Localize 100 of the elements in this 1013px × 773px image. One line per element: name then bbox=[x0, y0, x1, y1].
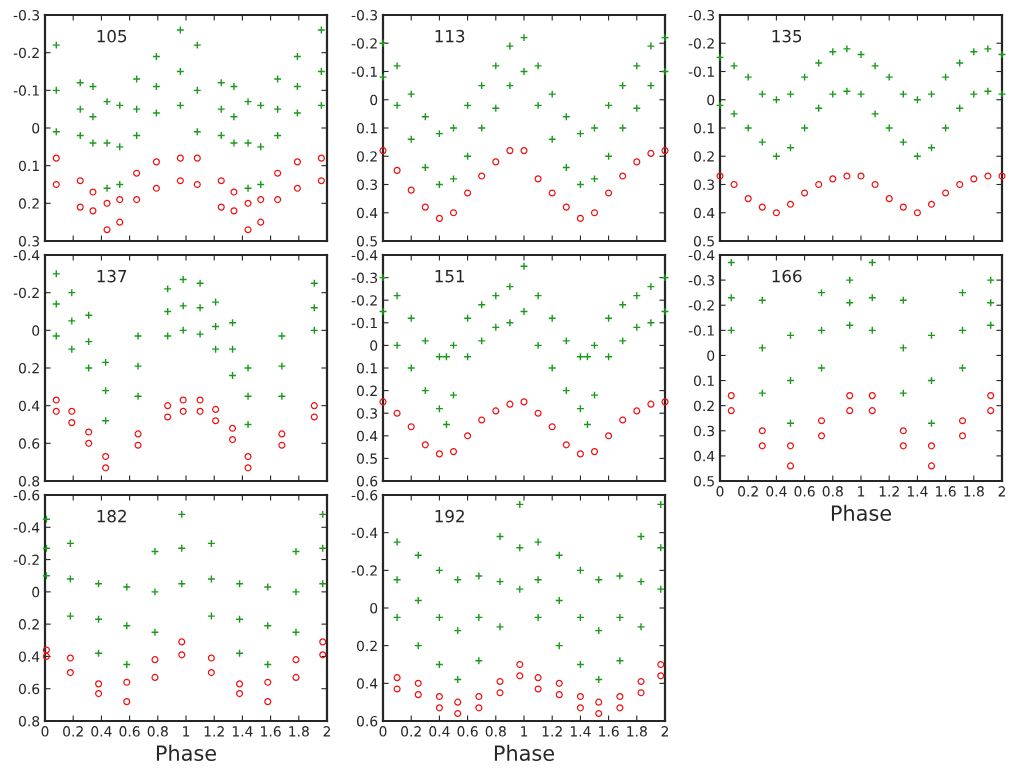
y-tick-label: -0.2 bbox=[13, 47, 39, 59]
y-tick-label: -0.4 bbox=[688, 249, 715, 261]
y-tick-label: 0 bbox=[707, 350, 715, 361]
y-tick-label: -0.4 bbox=[351, 527, 378, 539]
y-tick-label: 0.4 bbox=[18, 400, 40, 412]
y-tick-label: 0.2 bbox=[18, 198, 39, 209]
y-tick-label: -0.4 bbox=[13, 249, 40, 261]
x-tick-label: 2 bbox=[323, 726, 331, 737]
y-tick-label: 0.5 bbox=[693, 235, 714, 247]
y-tick-label: 0.5 bbox=[356, 453, 377, 464]
y-tick-label: 0 bbox=[32, 325, 40, 336]
y-tick-label: 0.1 bbox=[356, 122, 377, 134]
y-tick-label: -0.3 bbox=[13, 9, 40, 21]
y-tick-label: -0.1 bbox=[351, 317, 377, 329]
y-tick-label: 0.4 bbox=[356, 430, 378, 442]
x-tick-label: 1.2 bbox=[542, 726, 562, 737]
y-tick-label: 0 bbox=[370, 340, 378, 351]
y-tick-label: -0.4 bbox=[13, 522, 40, 533]
y-tick-label: 0.2 bbox=[18, 362, 39, 374]
y-tick-label: 0.3 bbox=[693, 179, 715, 190]
x-tick-label: 2 bbox=[998, 486, 1006, 497]
text: 151 bbox=[435, 270, 465, 283]
y-tick-label: 0 bbox=[370, 94, 378, 106]
x-tick-label: 0.2 bbox=[63, 726, 83, 737]
x-axis-title: Phase bbox=[156, 744, 216, 761]
text: 113 bbox=[435, 29, 465, 43]
y-tick-label: 0.1 bbox=[693, 122, 714, 134]
x-tick-label: 1.8 bbox=[964, 486, 984, 497]
x-tick-label: 0.8 bbox=[485, 726, 506, 737]
y-tick-label: 0.2 bbox=[356, 151, 377, 162]
x-tick-label: 0.8 bbox=[822, 486, 843, 497]
y-tick-label: -0.2 bbox=[688, 300, 714, 311]
y-tick-label: -0.1 bbox=[688, 66, 714, 77]
y-tick-label: 0 bbox=[32, 122, 40, 134]
y-tick-label: 0.8 bbox=[18, 475, 40, 487]
x-tick-label: 1.6 bbox=[261, 726, 281, 737]
x-axis-title: Phase bbox=[494, 744, 554, 761]
y-tick-label: -0.1 bbox=[351, 66, 377, 77]
y-tick-label: 0.4 bbox=[18, 651, 40, 662]
y-tick-label: 0.6 bbox=[18, 683, 40, 695]
y-tick-label: 0 bbox=[707, 94, 715, 106]
y-tick-label: 0.1 bbox=[356, 362, 377, 374]
text: 192 bbox=[435, 509, 464, 523]
x-tick-label: 1 bbox=[521, 726, 528, 737]
x-tick-label: 0.4 bbox=[766, 486, 787, 497]
y-tick-label: 0.5 bbox=[693, 475, 714, 487]
x-tick-label: 1.2 bbox=[879, 486, 899, 497]
y-tick-label: -0.2 bbox=[351, 295, 377, 306]
y-tick-label: 0.4 bbox=[693, 450, 715, 462]
x-tick-label: 1.2 bbox=[204, 726, 224, 737]
y-tick-label: 0.4 bbox=[693, 207, 715, 219]
y-tick-label: -0.6 bbox=[351, 489, 378, 501]
x-tick-label: 1.4 bbox=[232, 726, 253, 737]
y-tick-label: -0.2 bbox=[351, 38, 377, 49]
x-tick-label: 0.6 bbox=[794, 486, 815, 497]
x-tick-label: 0.2 bbox=[401, 726, 421, 737]
y-tick-label: 0 bbox=[370, 602, 378, 614]
y-tick-label: -0.3 bbox=[351, 9, 378, 21]
y-tick-label: -0.4 bbox=[351, 249, 378, 261]
text: 166 bbox=[772, 269, 802, 283]
x-tick-label: 0.2 bbox=[738, 486, 758, 497]
x-tick-label: 1.8 bbox=[289, 726, 309, 737]
x-tick-label: 1.4 bbox=[570, 726, 591, 737]
y-tick-label: 0.2 bbox=[693, 400, 714, 412]
x-tick-label: 0.8 bbox=[147, 726, 168, 737]
y-tick-label: -0.1 bbox=[13, 85, 39, 96]
x-tick-label: 1.6 bbox=[599, 726, 619, 737]
y-tick-label: 0.1 bbox=[18, 160, 39, 172]
x-tick-label: 1.4 bbox=[907, 486, 928, 497]
y-tick-label: 0.2 bbox=[356, 385, 377, 397]
y-tick-label: 0.6 bbox=[356, 475, 378, 487]
y-tick-label: 0.3 bbox=[18, 235, 40, 247]
x-tick-label: 0 bbox=[41, 726, 49, 737]
y-tick-label: -0.2 bbox=[351, 565, 377, 576]
y-tick-label: -0.2 bbox=[13, 554, 39, 566]
y-tick-label: 0.6 bbox=[18, 438, 40, 449]
x-tick-label: 1 bbox=[858, 486, 865, 497]
text: 135 bbox=[772, 29, 802, 43]
y-tick-label: -0.3 bbox=[688, 9, 715, 21]
x-tick-label: 0.6 bbox=[119, 726, 140, 737]
y-tick-label: 0.5 bbox=[356, 235, 377, 247]
y-tick-label: 0.1 bbox=[693, 375, 714, 387]
y-tick-label: -0.3 bbox=[351, 272, 378, 284]
y-tick-label: 0.2 bbox=[693, 151, 714, 162]
x-tick-label: 0.4 bbox=[429, 726, 450, 737]
text: 137 bbox=[97, 269, 127, 283]
x-tick-label: 2 bbox=[661, 726, 669, 737]
y-tick-label: -0.2 bbox=[13, 287, 39, 299]
x-tick-label: 0.4 bbox=[91, 726, 112, 737]
y-tick-label: 0.3 bbox=[356, 179, 378, 190]
x-tick-label: 1.6 bbox=[936, 486, 956, 497]
y-tick-label: 0.4 bbox=[356, 678, 378, 689]
x-axis-title: Phase bbox=[831, 504, 891, 521]
y-tick-label: 0.3 bbox=[356, 408, 378, 419]
x-tick-label: 0 bbox=[379, 726, 387, 737]
text: 182 bbox=[97, 509, 126, 523]
y-tick-label: -0.2 bbox=[688, 38, 714, 49]
y-tick-label: 0.6 bbox=[356, 715, 378, 727]
x-tick-label: 0 bbox=[716, 486, 724, 497]
y-tick-label: 0.4 bbox=[356, 207, 378, 219]
